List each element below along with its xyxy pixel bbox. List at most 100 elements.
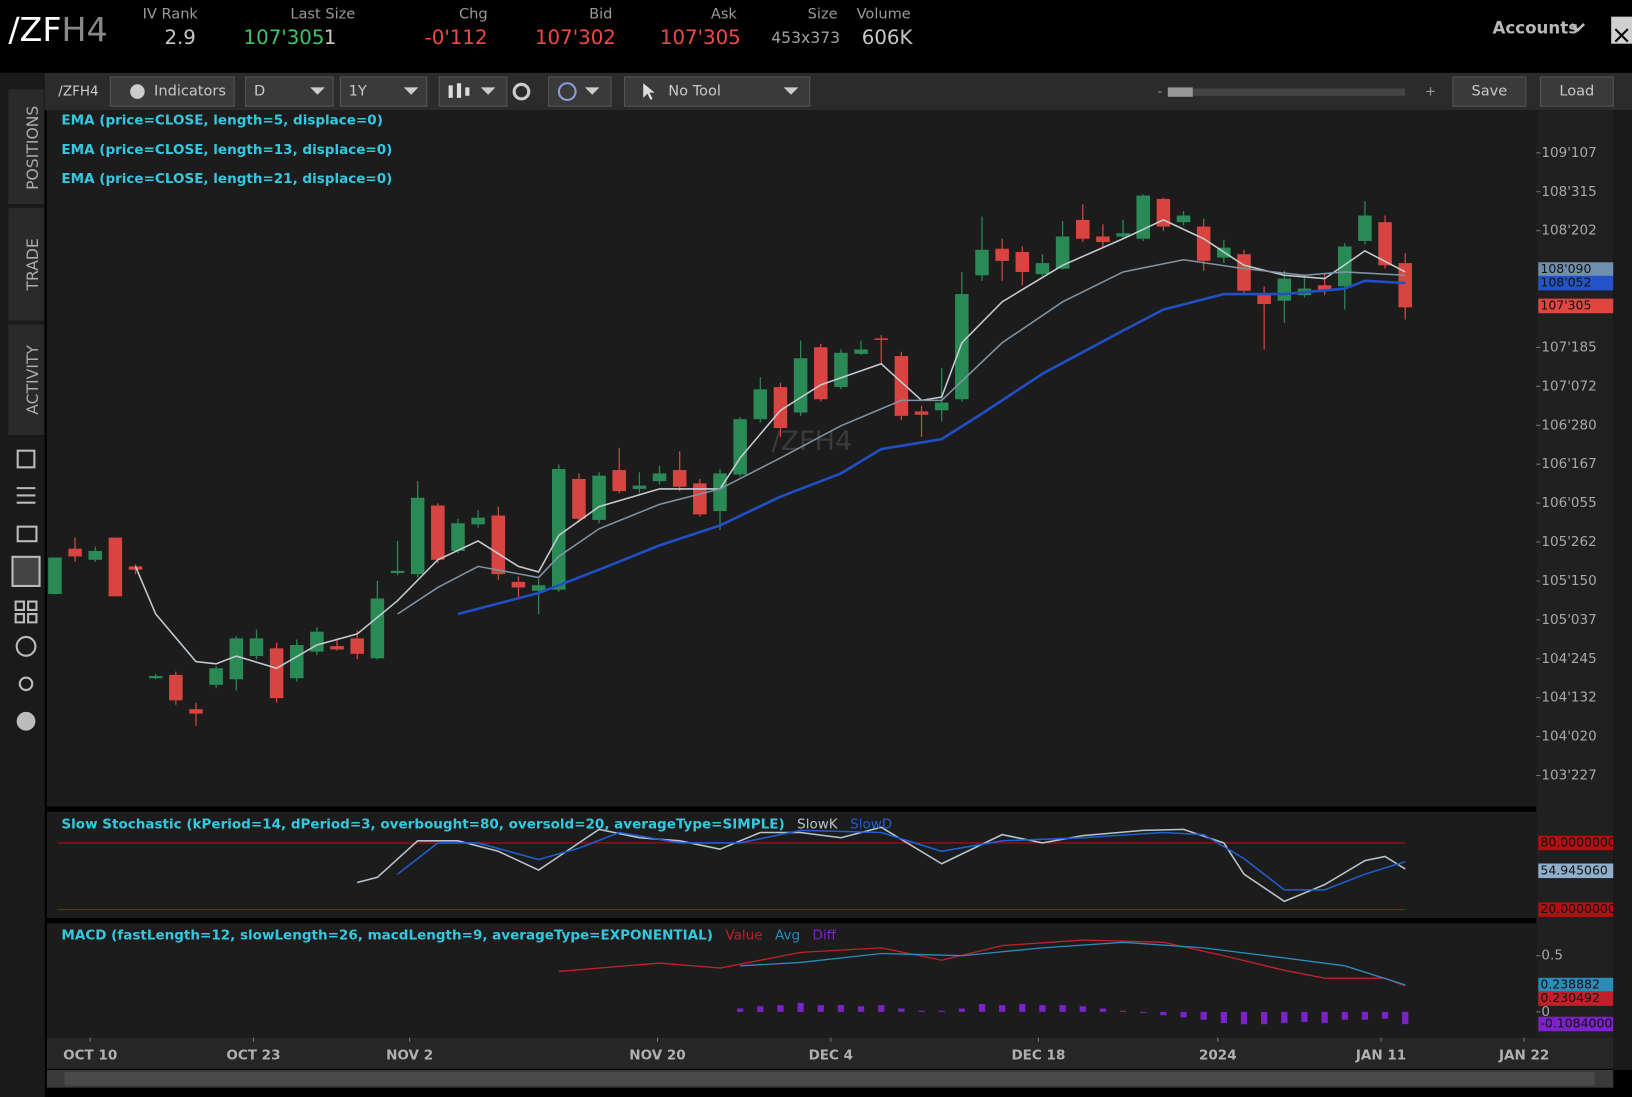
- dropdown-arrow: [783, 87, 799, 95]
- save-button[interactable]: [1452, 76, 1527, 107]
- candle-body: [1055, 236, 1070, 269]
- candle-body: [1277, 278, 1292, 301]
- diff-bar: [918, 1010, 925, 1012]
- candle-body: [511, 581, 526, 588]
- toolbar-symbol: /ZFH4: [58, 84, 98, 100]
- y-tick-label: 20.0000000: [1540, 901, 1615, 916]
- candle-body: [592, 475, 606, 520]
- x-tick-label: DEC 18: [1011, 1047, 1065, 1063]
- candle-body: [1237, 254, 1251, 291]
- y-tick-label: 108'202: [1541, 223, 1596, 239]
- right-scrollbar: [1613, 110, 1632, 1070]
- y-tick-label: 106'280: [1541, 417, 1596, 433]
- candle-body: [169, 674, 183, 701]
- chg-label: Chg: [459, 6, 488, 23]
- diff-bar: [1019, 1004, 1026, 1012]
- candle-body: [975, 249, 989, 276]
- value-badge-label: -0.1084000: [1540, 1016, 1612, 1031]
- y-tick-label: 103'227: [1541, 768, 1596, 784]
- panel-title: MACD (fastLength=12, slowLength=26, macd…: [61, 928, 712, 944]
- tab-bg[interactable]: [8, 324, 44, 436]
- x-tick-label: OCT 23: [226, 1047, 280, 1063]
- tab-bg[interactable]: [8, 208, 44, 321]
- candle-body: [753, 389, 768, 420]
- x-tick-label: DEC 4: [809, 1047, 853, 1063]
- sidebar-icons[interactable]: [11, 449, 41, 731]
- drawing-icon: [557, 82, 577, 101]
- value-badge: [1538, 298, 1614, 314]
- dropdown-arrow: [584, 87, 600, 95]
- tab-bg[interactable]: [8, 89, 44, 204]
- candle-body: [370, 598, 385, 659]
- candle-body: [1358, 215, 1372, 241]
- dropdown-arrow: [403, 87, 419, 95]
- candle-body: [209, 668, 223, 685]
- candle-body: [48, 557, 62, 595]
- candle-body: [1156, 198, 1171, 227]
- date-axis: [46, 1037, 1614, 1069]
- price-panel: [46, 110, 1537, 807]
- settings-icon[interactable]: [512, 82, 531, 101]
- zoom-in[interactable]: +: [1425, 84, 1436, 100]
- x-tick-label: NOV 20: [629, 1047, 685, 1063]
- indicator-line: [457, 279, 1406, 616]
- indicators-label[interactable]: Indicators: [154, 83, 226, 100]
- sidebar-tab[interactable]: TRADE: [24, 238, 42, 291]
- value-badge: [1538, 991, 1614, 1006]
- tool-dropdown[interactable]: [623, 76, 811, 107]
- diff-bar: [1240, 1011, 1248, 1025]
- diff-bar: [737, 1008, 744, 1012]
- diff-bar: [1099, 1008, 1107, 1012]
- candle-body: [1076, 219, 1090, 239]
- candle-body: [390, 570, 405, 574]
- panel-legend: MACD (fastLength=12, slowLength=26, macd…: [61, 928, 836, 944]
- accounts[interactable]: Accounts: [1493, 19, 1579, 38]
- value-badge-label: 54.945060: [1540, 862, 1607, 877]
- value-badge-label: 108'052: [1540, 275, 1591, 290]
- zoom-out[interactable]: -: [1157, 84, 1162, 100]
- candle-body: [410, 497, 425, 575]
- candle-body: [874, 338, 888, 340]
- symbol: /ZFH4: [8, 10, 107, 49]
- ask: 107'305: [660, 26, 741, 49]
- legend-entry: EMA (price=CLOSE, length=21, displace=0): [61, 171, 392, 187]
- x-tick-label: NOV 2: [386, 1047, 433, 1063]
- sidebar-tab[interactable]: POSITIONS: [24, 106, 42, 190]
- diff-bar: [1261, 1011, 1268, 1025]
- bid-label: Bid: [589, 6, 612, 23]
- candle-body: [189, 709, 203, 714]
- candle-body: [1196, 226, 1211, 261]
- load[interactable]: Load: [1559, 83, 1594, 100]
- scroll-thumb[interactable]: [64, 1072, 1595, 1086]
- diff-bar: [1341, 1011, 1348, 1020]
- last-size-label: Last Size: [290, 6, 355, 23]
- diff-bar: [1119, 1010, 1127, 1012]
- candle-body: [229, 638, 244, 680]
- y-tick-label: 0.5: [1541, 948, 1563, 964]
- iv-rank: 2.9: [164, 26, 195, 49]
- period[interactable]: 1Y: [349, 83, 367, 100]
- candle-body: [1176, 215, 1191, 223]
- zoom-track[interactable]: [1167, 88, 1406, 96]
- sidebar-tab[interactable]: ACTIVITY: [24, 345, 42, 415]
- load-button[interactable]: [1539, 76, 1614, 107]
- tool[interactable]: No Tool: [668, 83, 721, 100]
- x-tick-label: OCT 10: [63, 1047, 117, 1063]
- candle-body: [1338, 246, 1352, 287]
- candle-body: [269, 648, 284, 699]
- value-badge: [1538, 863, 1614, 879]
- accounts-chevron[interactable]: [1570, 23, 1586, 33]
- candle-body: [148, 675, 163, 679]
- aggregation[interactable]: D: [254, 83, 265, 100]
- diff-bar: [1059, 1005, 1066, 1012]
- close-icon[interactable]: [1614, 28, 1629, 43]
- save[interactable]: Save: [1472, 83, 1508, 100]
- value-badge-label: 0.230492: [1540, 990, 1600, 1005]
- value-badge: [1538, 275, 1614, 291]
- dropdown-arrow: [480, 87, 496, 95]
- zoom-thumb[interactable]: [1167, 87, 1193, 97]
- legend-entry: SlowD: [850, 816, 892, 832]
- bid: 107'302: [535, 26, 616, 49]
